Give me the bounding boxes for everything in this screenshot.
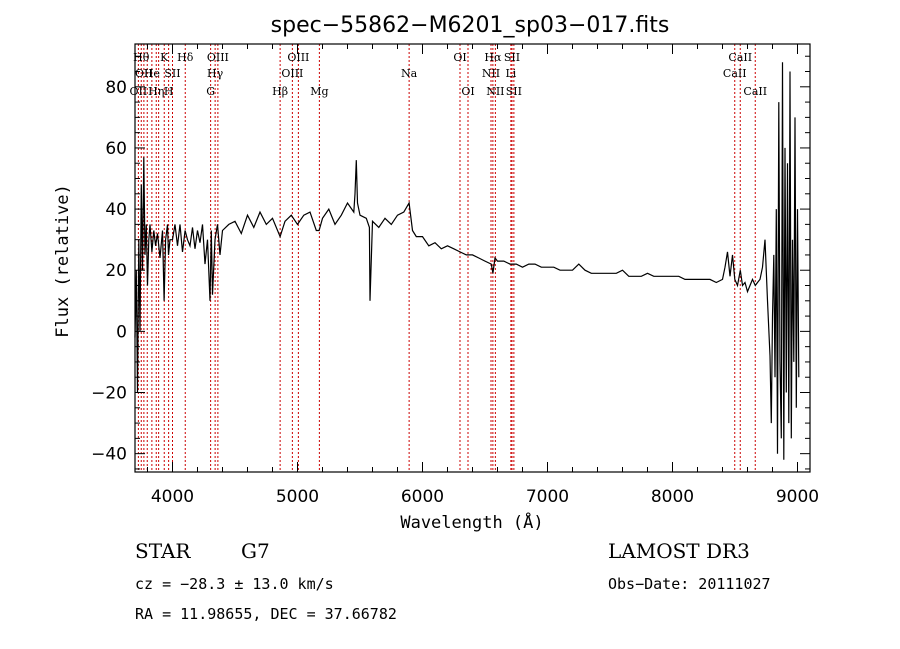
survey-name: LAMOST DR3 [608, 539, 750, 563]
y-tick-label: −20 [91, 384, 127, 404]
x-tick-label: 4000 [151, 487, 194, 507]
spectral-line-label: K [160, 51, 169, 64]
spectral-line-markers [137, 44, 756, 472]
plot-frame [134, 43, 811, 473]
spectral-line-label: Na [401, 67, 418, 80]
y-tick-label: 0 [116, 322, 127, 342]
spectral-line-label: OIII [281, 67, 303, 80]
spectral-line-label: OII [135, 67, 153, 80]
observation-date: Obs−Date: 20111027 [608, 575, 771, 593]
redshift-cz: cz = −28.3 ± 13.0 km/s [135, 575, 334, 593]
x-tick-label: 7000 [526, 487, 569, 507]
spectral-line-label: OII [130, 85, 148, 98]
spectral-line-label: Li [505, 67, 516, 80]
x-tick-label: 5000 [276, 487, 319, 507]
x-tick-label: 6000 [401, 487, 444, 507]
spectral-line-label: OI [453, 51, 466, 64]
ra-dec-coordinates: RA = 11.98655, DEC = 37.66782 [135, 605, 397, 623]
object-type: STAR [135, 539, 191, 563]
x-tick-label: 9000 [776, 487, 819, 507]
x-tick-label: 8000 [651, 487, 694, 507]
spectral-line-label: NII [486, 85, 504, 98]
spectral-line-label: OI [461, 85, 474, 98]
y-tick-label: 40 [105, 200, 127, 220]
spectral-line-label: Hβ [272, 85, 288, 98]
spectral-line-label: Hα [484, 51, 502, 64]
spectral-line-label: CaII [728, 51, 752, 64]
spectral-line-label: He [144, 67, 160, 80]
spectral-line-label: SII [506, 85, 522, 98]
spectral-line-label: SII [164, 67, 180, 80]
spectral-line-label: NII [482, 67, 500, 80]
spectral-line-label: CaII [743, 85, 767, 98]
spectral-line-label: OIII [207, 51, 229, 64]
chart-title: spec−55862−M6201_sp03−017.fits [271, 13, 670, 38]
spectral-line-label: Hη [148, 85, 164, 98]
y-axis-ticks: −40 −20 0 20 40 60 80 [91, 55, 810, 470]
flux-series-line [134, 62, 800, 460]
y-tick-label: 80 [105, 78, 127, 98]
spectral-line-label: H [164, 85, 174, 98]
spectral-line-label: Hγ [207, 67, 224, 80]
spectral-line-label: SII [504, 51, 520, 64]
spectral-line-label: G [206, 85, 215, 98]
spectral-line-label: Mg [310, 85, 328, 98]
x-axis-label: Wavelength (Å) [400, 511, 543, 533]
spectral-line-label: Hδ [177, 51, 194, 64]
spectral-line-labels: OIIHθOIIHeHηKHSIIHδGHγOIIIHβOIIIOIIIMgNa… [130, 51, 768, 98]
spectral-subclass: G7 [241, 539, 270, 563]
spectral-line-label: CaII [723, 67, 747, 80]
y-tick-label: −40 [91, 445, 127, 465]
y-tick-label: 60 [105, 139, 127, 159]
y-axis-label: Flux (relative) [53, 184, 73, 338]
spectral-line-label: Hθ [133, 51, 150, 64]
spectral-line-label: OIII [287, 51, 309, 64]
x-axis-ticks: 4000 5000 6000 7000 8000 9000 [147, 44, 819, 507]
y-tick-label: 20 [105, 261, 127, 281]
